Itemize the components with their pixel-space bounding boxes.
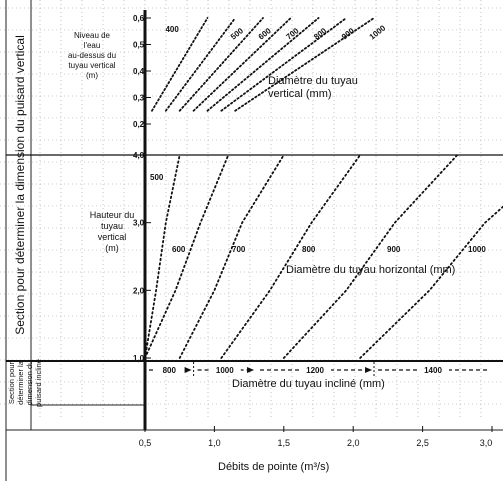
horizontal-curve-1000 [359,205,503,359]
band-label-bg [299,364,332,375]
vertical-curve-400 [151,17,209,112]
band-label-bg [417,364,450,375]
y-tick-label: 3,0 [133,219,145,228]
horizontal-curve-label: 700 [232,245,246,254]
vertical-curve-600 [178,17,264,112]
horizontal-curve-800 [220,154,362,359]
x-tick-label: 0,5 [139,438,152,448]
horizontal-curve-600 [144,154,230,359]
x-tick-label: 3,0 [480,438,493,448]
vertical-curve-500 [164,17,237,112]
horizontal-curve-label: 1000 [468,245,486,254]
axis-label-vertical-height: Hauteur du tuyau vertical (m) [90,210,135,253]
vertical-curve-1000 [234,17,375,112]
vertical-curve-label: 500 [229,26,245,42]
series-label-horizontal: Diamètre du tuyau horizontal (mm) [286,264,455,276]
vertical-curve-label: 600 [257,26,273,42]
vertical-curve-800 [206,17,320,112]
horizontal-curve-label: 600 [172,245,186,254]
band-label-bg [208,364,241,375]
band-label-bg [153,364,186,375]
inclined-band-label: 1400 [424,366,442,375]
x-tick-label: 2,5 [416,438,429,448]
horizontal-curve-label: 500 [150,173,164,182]
y-tick-label: 0,5 [133,41,145,50]
band-arrow [184,367,192,373]
band-arrow [247,367,255,373]
y-tick-label: 0,6 [133,14,145,23]
x-tick-label: 2,0 [347,438,360,448]
y-tick-label: 0,2 [133,120,145,129]
horizontal-curve-label: 800 [302,245,316,254]
vertical-curve-label: 1000 [368,23,388,41]
vertical-curve-label: 400 [165,25,179,34]
inclined-band-label: 1000 [216,366,234,375]
side-label-vertical: Section pour déterminer la dimension du … [13,35,27,335]
x-tick-label: 1,0 [208,438,221,448]
y-tick-label: 1,0 [133,354,145,363]
inclined-band-label: 1200 [306,366,324,375]
vertical-curve-900 [220,17,348,112]
y-tick-label: 0,3 [133,94,145,103]
x-tick-label: 1,5 [278,438,291,448]
series-label-vertical: Diamètre du tuyau vertical (mm) [268,75,358,100]
horizontal-curve-900 [282,154,459,359]
band-arrow [365,367,373,373]
inclined-band-label: 800 [163,366,177,375]
x-axis-label: Débits de pointe (m³/s) [218,461,329,473]
horizontal-curve-label: 900 [387,245,401,254]
axis-label-vertical-level: Niveau de l'eau au-dessus du tuyau vertical… [68,31,116,80]
y-tick-label: 0,4 [133,67,145,76]
y-tick-label: 4,0 [133,151,145,160]
y-tick-label: 2,0 [133,286,145,295]
horizontal-curve-700 [178,154,285,359]
series-label-inclined: Diamètre du tuyau incliné (mm) [232,378,385,390]
horizontal-curve-500 [144,154,181,359]
vertical-curve-700 [192,17,292,112]
vertical-curve-label: 800 [312,26,328,42]
side-label-inclined: Section pourdéterminer ladimension dupui… [7,359,43,407]
